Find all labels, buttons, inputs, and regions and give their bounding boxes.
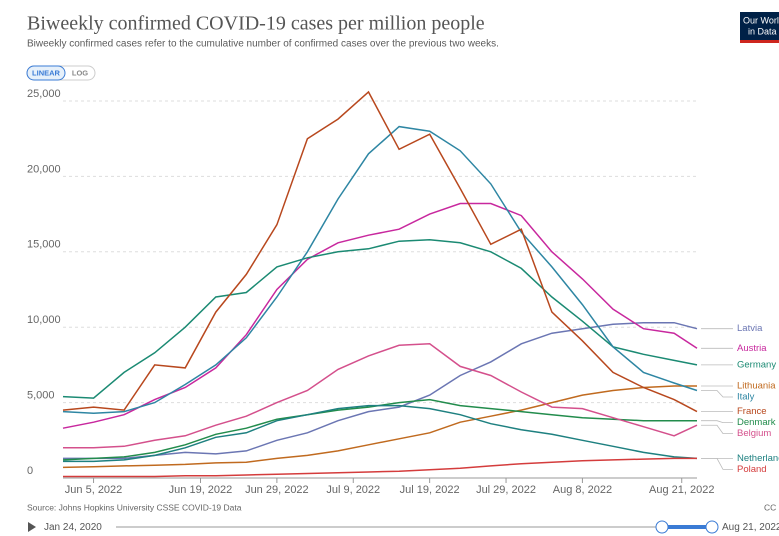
x-tick-label: Aug 8, 2022 (553, 484, 612, 496)
legend-label: Lithuania (737, 381, 776, 392)
logo-text: in Data (748, 26, 777, 36)
legend-label: France (737, 406, 767, 417)
label-connector (701, 424, 733, 435)
legend-label: Latvia (737, 323, 763, 334)
series-line (62, 385, 697, 469)
logo[interactable] (740, 12, 779, 42)
legend-label: Netherlands (737, 453, 779, 464)
timeline-end: Aug 21, 2022 (722, 522, 779, 533)
series-line (63, 343, 698, 449)
x-tick-label: Jun 5, 2022 (65, 484, 123, 496)
linear-button[interactable] (26, 65, 66, 81)
series-line (63, 321, 698, 460)
source: Source: Johns Hopkins University CSSE CO… (27, 502, 242, 512)
timeline-start: Jan 24, 2020 (44, 522, 102, 533)
series-line (63, 404, 698, 463)
legend-label: Germany (737, 359, 776, 370)
series-line (62, 90, 698, 413)
y-tick-label: 15,000 (27, 239, 61, 251)
label-connector (701, 390, 733, 398)
log-label[interactable]: LOG (72, 68, 88, 77)
x-tick-label: Jul 29, 2022 (476, 484, 536, 496)
series-line (62, 202, 698, 429)
legend-label: Denmark (737, 417, 776, 428)
x-tick-label: Jul 19, 2022 (400, 484, 460, 496)
legend-label: Poland (737, 464, 767, 475)
timeline-handle[interactable] (655, 520, 669, 534)
series-line (62, 398, 697, 461)
series-line (62, 125, 698, 414)
legend-label: Belgium (737, 428, 771, 439)
y-tick-label: 5,000 (27, 390, 55, 402)
legend-label: Austria (737, 343, 767, 354)
series-line (62, 238, 698, 399)
timeline-handle[interactable] (705, 520, 719, 534)
license: CC BY (764, 502, 779, 512)
chart-title: Biweekly confirmed COVID-19 cases per mi… (27, 13, 485, 35)
x-tick-label: Jun 29, 2022 (245, 484, 309, 496)
label-connector (701, 457, 733, 470)
linear-label[interactable]: LINEAR (32, 68, 61, 77)
chart-subtitle: Biweekly confirmed cases refer to the cu… (27, 39, 499, 50)
x-tick-label: Jun 19, 2022 (169, 484, 233, 496)
logo-underline (740, 40, 779, 43)
series-line (63, 457, 697, 478)
play-button[interactable] (28, 522, 36, 532)
y-tick-label: 20,000 (27, 163, 61, 175)
y-tick-label: 10,000 (27, 314, 61, 326)
y-tick-label: 0 (27, 465, 33, 477)
logo-text: Our World (743, 15, 779, 25)
x-tick-label: Aug 21, 2022 (649, 484, 714, 496)
x-tick-label: Jul 9, 2022 (326, 484, 380, 496)
label-connector (701, 420, 733, 424)
y-tick-label: 25,000 (27, 88, 61, 100)
legend-label: Italy (737, 392, 755, 403)
